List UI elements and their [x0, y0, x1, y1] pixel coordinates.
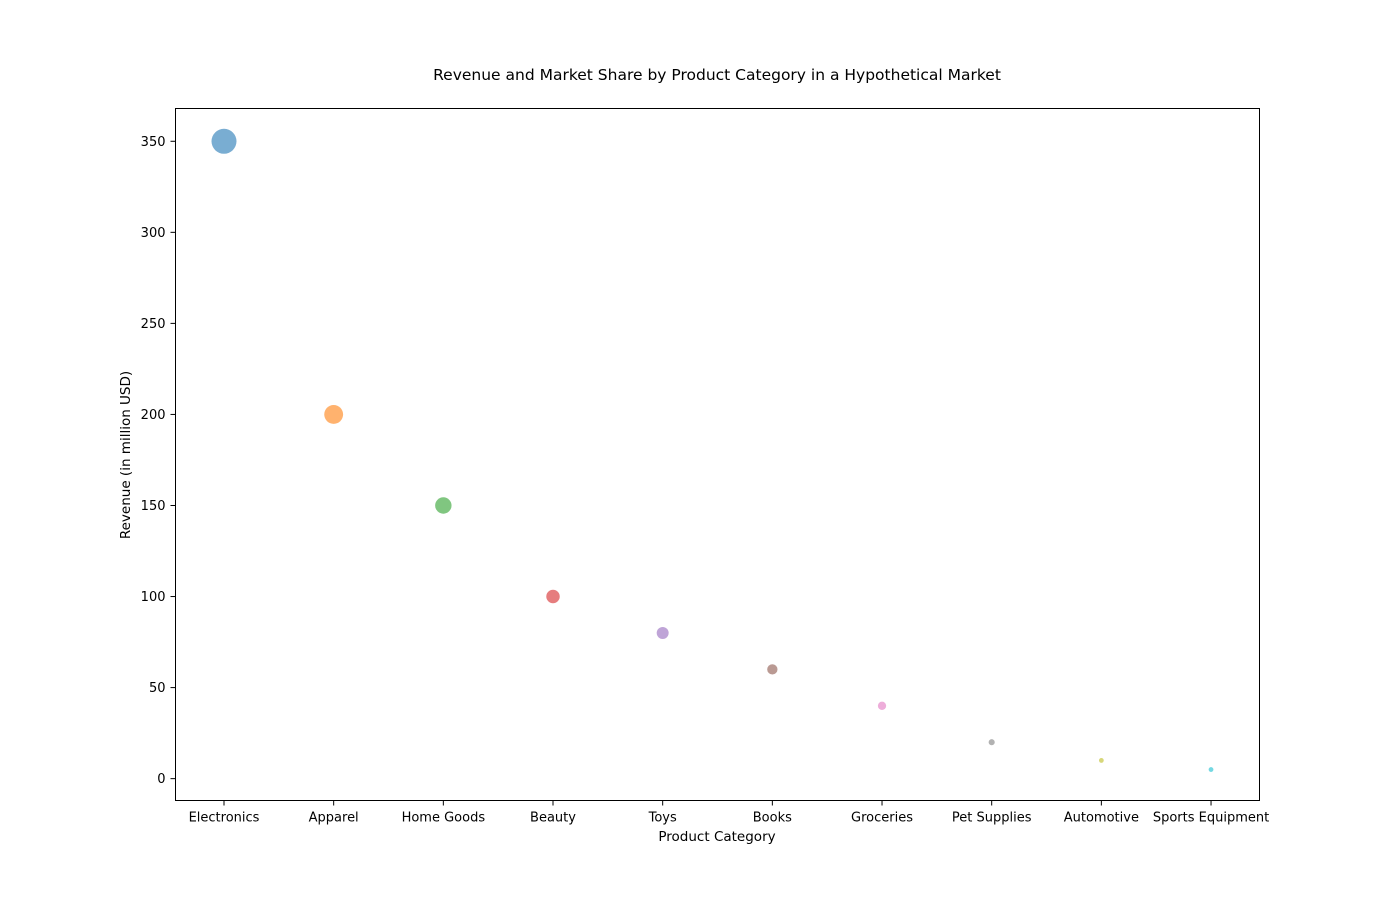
data-point-apparel [324, 404, 344, 424]
data-point-pet-supplies [988, 739, 995, 746]
x-tick-label: Books [753, 811, 792, 826]
x-tick-label: Electronics [189, 811, 260, 826]
plot-area-frame [175, 108, 1260, 801]
y-tick-label: 50 [149, 681, 166, 696]
x-tick-label: Automotive [1064, 811, 1139, 826]
data-point-electronics [211, 128, 237, 154]
y-tick-label: 0 [157, 772, 165, 787]
data-points [211, 128, 1214, 772]
data-point-groceries [877, 701, 887, 710]
y-tick-label: 150 [141, 499, 166, 514]
x-tick-label: Pet Supplies [952, 811, 1032, 826]
y-tick-label: 200 [141, 408, 166, 423]
y-tick-label: 300 [141, 226, 166, 241]
data-point-automotive [1098, 758, 1104, 763]
y-tick-label: 350 [141, 135, 166, 150]
chart-title: Revenue and Market Share by Product Cate… [433, 66, 1001, 84]
data-point-sports-equipment [1208, 767, 1214, 772]
data-point-books [767, 664, 778, 675]
x-tick-label: Apparel [309, 811, 359, 826]
y-axis-label: Revenue (in million USD) [118, 371, 134, 539]
data-point-home-goods [435, 497, 452, 514]
x-tick-label: Beauty [530, 811, 576, 826]
x-axis: Electronics Apparel Home Goods Beauty Toys Bo… [189, 800, 1269, 826]
x-tick-label: Home Goods [402, 811, 486, 826]
data-point-toys [656, 626, 669, 639]
x-tick-label: Groceries [851, 811, 913, 826]
data-point-beauty [546, 589, 560, 604]
x-tick-label: Toys [648, 811, 677, 826]
y-axis: 0 50 100 150 200 250 300 350 [141, 135, 176, 787]
y-tick-label: 250 [141, 317, 166, 332]
x-tick-label: Sports Equipment [1153, 811, 1269, 826]
y-tick-label: 100 [141, 590, 166, 605]
x-axis-label: Product Category [658, 829, 775, 845]
